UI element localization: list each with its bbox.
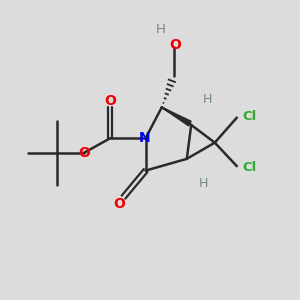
Text: O: O bbox=[104, 94, 116, 108]
Text: Cl: Cl bbox=[242, 161, 256, 174]
Polygon shape bbox=[162, 107, 191, 126]
Text: H: H bbox=[155, 23, 165, 36]
Text: H: H bbox=[198, 177, 208, 190]
Text: O: O bbox=[113, 196, 125, 211]
Text: O: O bbox=[78, 146, 90, 160]
Text: Cl: Cl bbox=[242, 110, 256, 123]
Text: O: O bbox=[169, 38, 181, 52]
Text: N: N bbox=[139, 131, 151, 145]
Text: H: H bbox=[203, 93, 212, 106]
